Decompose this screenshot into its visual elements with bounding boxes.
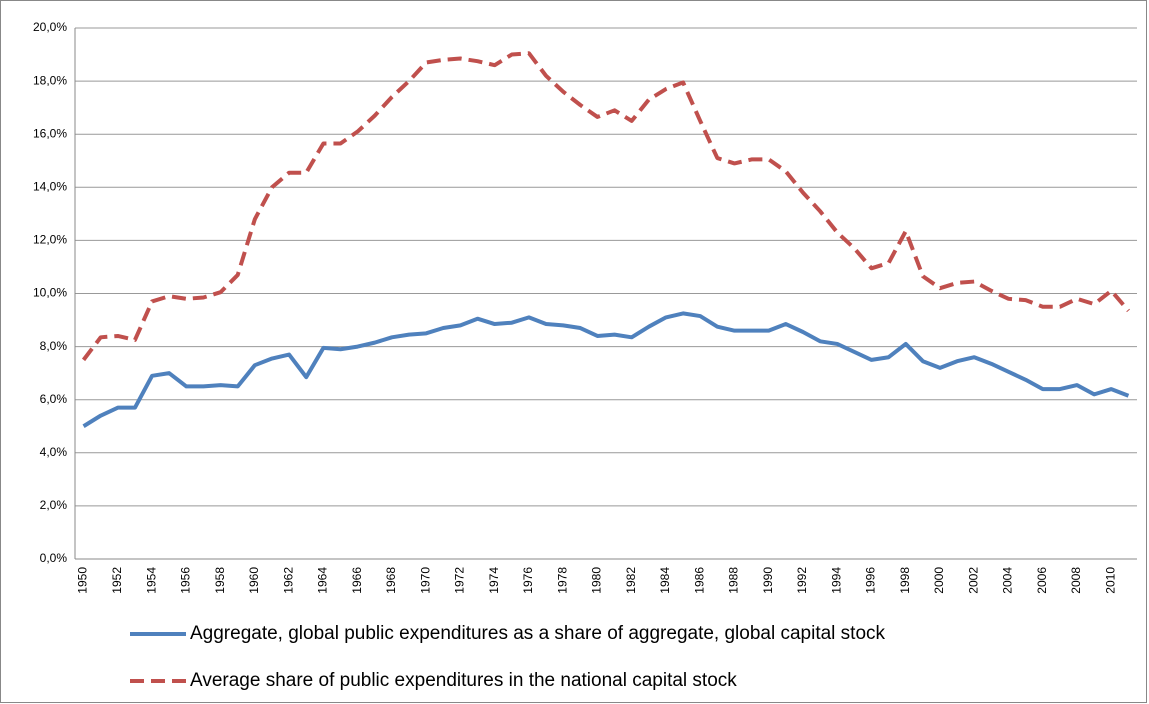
y-tick-label: 12,0% [33,233,67,247]
x-tick-label: 1978 [555,567,569,594]
x-tick-label: 1980 [590,567,604,594]
x-tick-label: 1968 [384,567,398,594]
x-tick-label: 2010 [1103,567,1117,594]
x-tick-label: 1982 [624,567,638,594]
x-tick-label: 1990 [761,567,775,594]
x-tick-label: 1976 [521,567,535,594]
x-tick-label: 1950 [76,567,90,594]
x-tick-label: 1984 [658,567,672,594]
x-tick-label: 1994 [829,567,843,594]
x-tick-label: 1960 [247,567,261,594]
x-tick-label: 1998 [898,567,912,594]
y-tick-label: 20,0% [33,20,67,34]
y-tick-label: 10,0% [33,286,67,300]
legend-label: Aggregate, global public expenditures as… [190,623,886,644]
x-tick-label: 1986 [692,567,706,594]
x-tick-label: 1962 [281,567,295,594]
y-tick-label: 8,0% [40,339,68,353]
y-tick-label: 6,0% [40,392,68,406]
series-line [81,51,1130,362]
x-tick-label: 2008 [1069,567,1083,594]
y-tick-label: 18,0% [33,73,67,87]
x-tick-label: 1964 [316,567,330,594]
x-tick-label: 1956 [179,567,193,594]
x-tick-label: 1966 [350,567,364,594]
x-tick-label: 1992 [795,567,809,594]
y-tick-label: 16,0% [33,126,67,140]
x-tick-label: 1952 [110,567,124,594]
x-tick-label: 2004 [1001,567,1015,594]
y-tick-label: 2,0% [40,498,68,512]
x-tick-label: 1958 [213,567,227,594]
y-tick-label: 0,0% [40,551,68,565]
x-tick-label: 1970 [418,567,432,594]
y-tick-label: 4,0% [40,445,68,459]
x-tick-label: 2002 [966,567,980,594]
legend-label: Average share of public expenditures in … [190,670,737,691]
x-tick-label: 1954 [144,567,158,594]
x-tick-label: 1996 [864,567,878,594]
x-tick-label: 2006 [1035,567,1049,594]
x-tick-label: 1972 [453,567,467,594]
x-tick-label: 1974 [487,567,501,594]
x-tick-label: 1988 [727,567,741,594]
series-line [82,311,1130,428]
x-tick-label: 2000 [932,567,946,594]
y-tick-label: 14,0% [33,179,67,193]
